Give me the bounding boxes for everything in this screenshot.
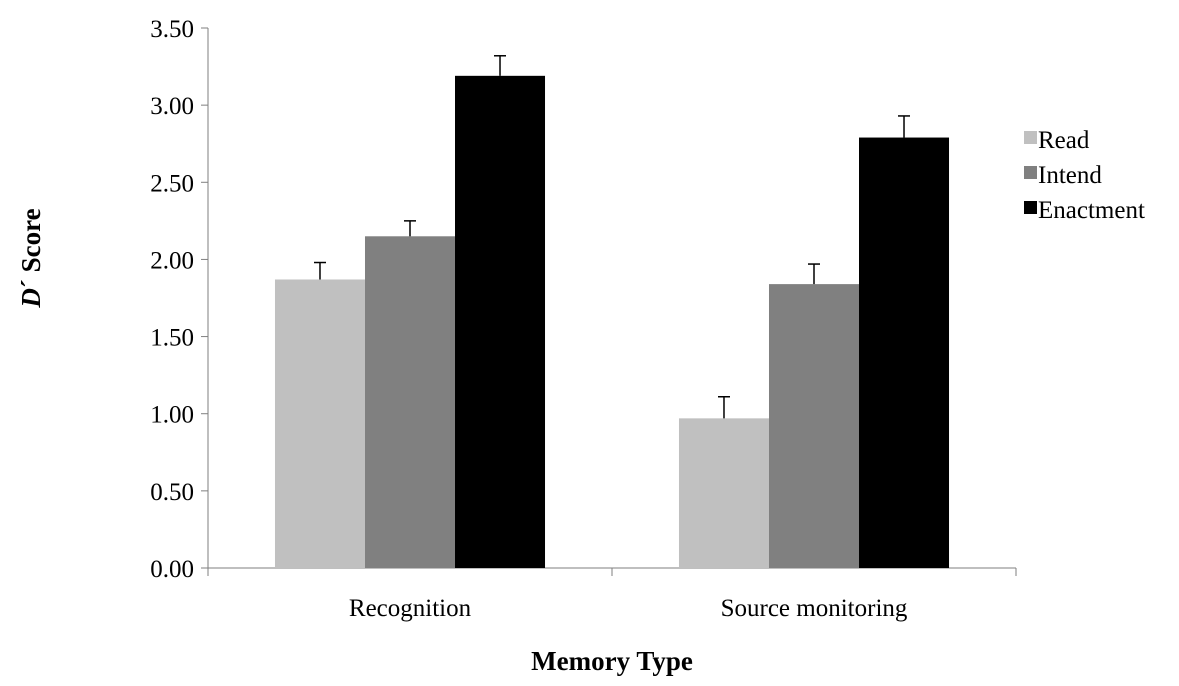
bars: [274, 75, 950, 569]
bar-read: [274, 279, 365, 568]
bar-enactment: [455, 75, 546, 568]
legend: Read Intend Enactment: [1024, 127, 1145, 224]
y-axis-title-rest: ´ Score: [16, 208, 46, 288]
y-tick-label: 3.00: [150, 93, 194, 120]
y-axis: 0.00 0.50 1.00 1.50 2.00 2.50 3.00 3.50: [150, 16, 209, 583]
legend-swatch-enactment: [1024, 201, 1037, 214]
y-tick-label: 3.50: [150, 16, 194, 43]
x-axis-title: Memory Type: [531, 646, 693, 676]
legend-swatch-read: [1024, 131, 1037, 144]
bar-intend: [364, 236, 456, 569]
y-tick-label: 0.50: [150, 479, 194, 506]
category-label: Source monitoring: [721, 595, 908, 622]
category-label: Recognition: [349, 595, 472, 622]
bar-enactment: [859, 137, 950, 569]
y-axis-title: D´ Score: [16, 208, 46, 308]
bar-read: [678, 418, 769, 568]
bar-intend: [768, 284, 860, 568]
y-tick-label: 2.50: [150, 170, 194, 197]
legend-swatch-intend: [1024, 166, 1037, 179]
y-tick-label: 1.50: [150, 325, 194, 352]
error-bars: [313, 55, 911, 419]
y-tick-label: 1.00: [150, 402, 194, 429]
legend-label: Enactment: [1038, 197, 1145, 224]
y-tick-label: 2.00: [150, 247, 194, 274]
y-tick-label: 0.00: [150, 556, 194, 583]
x-axis: Recognition Source monitoring: [207, 567, 1017, 622]
legend-label: Read: [1038, 127, 1090, 154]
y-axis-title-italic: D: [16, 288, 46, 309]
legend-label: Intend: [1038, 162, 1102, 189]
